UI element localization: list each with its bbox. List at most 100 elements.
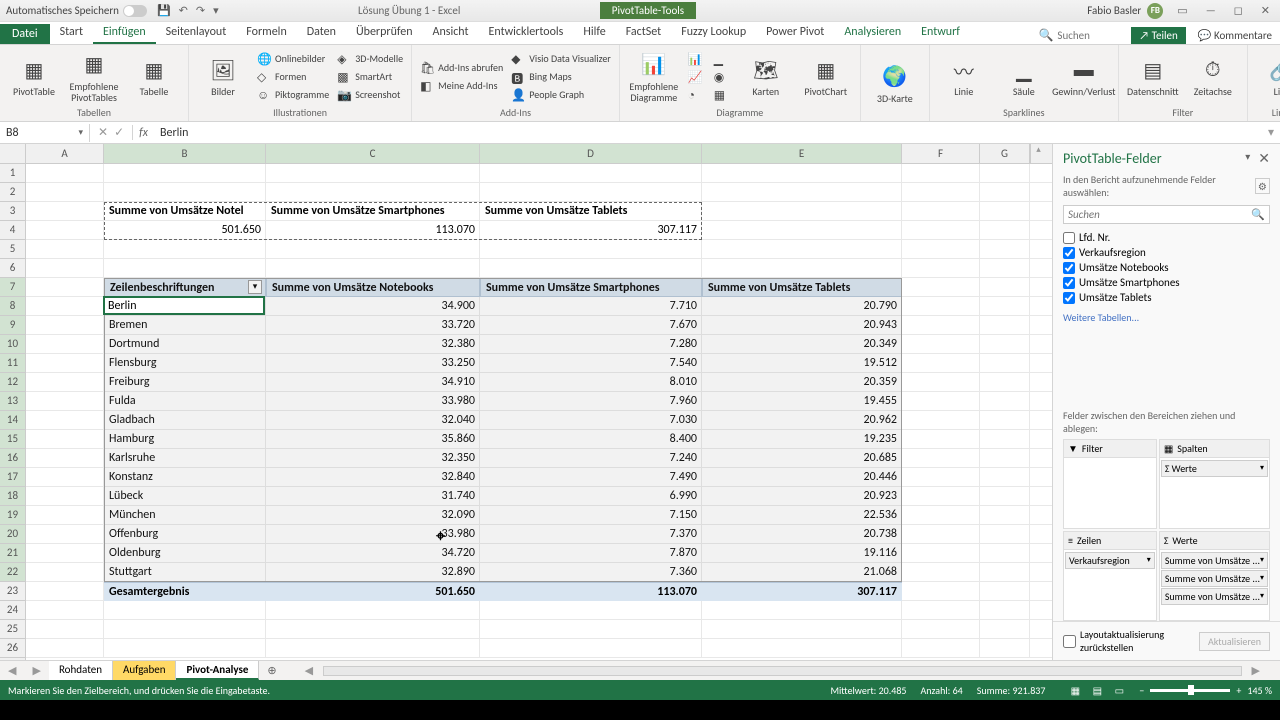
normal-view-icon[interactable]: ▦: [1065, 684, 1085, 697]
ribbon-link[interactable]: 🔗Link: [1254, 47, 1280, 106]
vscroll-up-icon[interactable]: ▴: [1030, 144, 1046, 163]
row-header-3[interactable]: 3: [0, 202, 25, 221]
row-header-17[interactable]: 17: [0, 468, 25, 487]
row-header-7[interactable]: 7: [0, 278, 25, 297]
field-lfd--nr-[interactable]: Lfd. Nr.: [1063, 230, 1270, 245]
row-header-1[interactable]: 1: [0, 164, 25, 183]
defer-checkbox[interactable]: [1063, 635, 1076, 648]
col-header-E[interactable]: E: [702, 144, 902, 163]
field-ums-tze-tablets[interactable]: Umsätze Tablets: [1063, 290, 1270, 305]
ribbon-chart[interactable]: ▦: [712, 87, 734, 103]
field-ums-tze-smartphones[interactable]: Umsätze Smartphones: [1063, 275, 1270, 290]
row-header-22[interactable]: 22: [0, 563, 25, 582]
row-header-4[interactable]: 4: [0, 221, 25, 240]
file-tab[interactable]: Datei: [0, 24, 50, 44]
area-item[interactable]: Summe von Umsätze ...▾: [1161, 588, 1268, 605]
scroll-right-icon[interactable]: ▶: [1252, 664, 1260, 677]
name-box[interactable]: B8▾: [0, 124, 90, 142]
row-header-5[interactable]: 5: [0, 240, 25, 259]
select-all-corner[interactable]: [0, 144, 26, 163]
tab-entwicklertools[interactable]: Entwicklertools: [479, 22, 574, 44]
row-header-23[interactable]: 23: [0, 582, 25, 601]
update-button[interactable]: Aktualisieren: [1199, 632, 1270, 651]
row-filter-dropdown[interactable]: ▾: [248, 280, 262, 294]
page-layout-icon[interactable]: ▤: [1087, 684, 1107, 697]
ribbon-add-ins-abrufen[interactable]: 🛍Add-Ins abrufen: [418, 60, 505, 76]
fx-icon[interactable]: fx: [133, 126, 154, 140]
ribbon-chart[interactable]: ◔: [686, 87, 708, 103]
field-search[interactable]: 🔍: [1063, 205, 1270, 224]
ribbon--d-modelle[interactable]: ◈3D-Modelle: [335, 51, 405, 67]
tab-formeln[interactable]: Formeln: [236, 22, 296, 44]
cancel-icon[interactable]: ✕: [98, 125, 108, 140]
ribbon-empfohlene-pivottables[interactable]: ▦Empfohlene PivotTables: [66, 47, 122, 106]
ribbon-smartart[interactable]: ▩SmartArt: [335, 69, 405, 85]
ribbon-s-ule[interactable]: ▁Säule: [996, 47, 1052, 106]
ribbon-formen[interactable]: ◇Formen: [255, 69, 331, 85]
area-item[interactable]: Verkaufsregion▾: [1065, 552, 1155, 569]
row-header-26[interactable]: 26: [0, 639, 25, 658]
ribbon-visio-data-visualizer[interactable]: ◆Visio Data Visualizer: [509, 51, 613, 67]
cells-area[interactable]: Summe von Umsätze NotelSumme von Umsätze…: [26, 164, 1052, 660]
gear-icon[interactable]: ⚙: [1255, 178, 1270, 194]
redo-icon[interactable]: ↷: [196, 4, 205, 17]
col-header-A[interactable]: A: [26, 144, 104, 163]
horizontal-scrollbar[interactable]: [323, 666, 1241, 676]
field-search-input[interactable]: [1068, 208, 1251, 221]
field-ums-tze-notebooks[interactable]: Umsätze Notebooks: [1063, 260, 1270, 275]
columns-area[interactable]: ▦Spalten Σ Werte▾: [1159, 439, 1270, 529]
ribbon-options-icon[interactable]: ▭: [1173, 4, 1191, 17]
minimize-icon[interactable]: —: [1202, 4, 1220, 17]
ribbon-pivottable[interactable]: ▦PivotTable: [6, 47, 62, 106]
ribbon-chart[interactable]: ◉: [712, 69, 734, 85]
row-header-14[interactable]: 14: [0, 411, 25, 430]
tab-ansicht[interactable]: Ansicht: [423, 22, 479, 44]
enter-icon[interactable]: ✓: [114, 125, 124, 140]
row-header-16[interactable]: 16: [0, 449, 25, 468]
tab-überprüfen[interactable]: Überprüfen: [346, 22, 423, 44]
ribbon-chart[interactable]: 📈: [686, 69, 708, 85]
ribbon-tabelle[interactable]: ▦Tabelle: [126, 47, 182, 106]
sheet-tab-pivot-analyse[interactable]: Pivot-Analyse: [176, 661, 259, 680]
tab-factset[interactable]: FactSet: [616, 22, 671, 44]
ribbon--d-karte[interactable]: 🌍3D-Karte: [867, 47, 923, 119]
filter-area[interactable]: ▼Filter: [1063, 439, 1157, 529]
row-header-11[interactable]: 11: [0, 354, 25, 373]
col-header-G[interactable]: G: [980, 144, 1030, 163]
values-area[interactable]: ΣWerte Summe von Umsätze ...▾Summe von U…: [1159, 531, 1270, 621]
more-tables-link[interactable]: Weitere Tabellen...: [1053, 309, 1280, 326]
ribbon-gewinn-verlust[interactable]: ▬Gewinn/Verlust: [1056, 47, 1112, 106]
ribbon-bing-maps[interactable]: 🅱Bing Maps: [509, 69, 613, 85]
share-button[interactable]: ↗ Teilen: [1131, 27, 1185, 44]
undo-icon[interactable]: ↶: [179, 4, 188, 17]
expand-formula-icon[interactable]: ▾: [1262, 125, 1280, 140]
ribbon-onlinebilder[interactable]: 🌐Onlinebilder: [255, 51, 331, 67]
tab-einfügen[interactable]: Einfügen: [93, 22, 156, 44]
ribbon-zeitachse[interactable]: ⏱Zeitachse: [1185, 47, 1241, 106]
ribbon-chart[interactable]: 📊: [686, 51, 708, 67]
ribbon-datenschnitt[interactable]: ▤Datenschnitt: [1125, 47, 1181, 106]
ribbon-bilder[interactable]: 🖼Bilder: [195, 47, 251, 106]
col-header-C[interactable]: C: [266, 144, 480, 163]
col-header-B[interactable]: B: [104, 144, 266, 163]
comments-button[interactable]: 💬 Kommentare: [1190, 27, 1280, 44]
rows-area[interactable]: ≡Zeilen Verkaufsregion▾: [1063, 531, 1157, 621]
tab-fuzzy lookup[interactable]: Fuzzy Lookup: [671, 22, 756, 44]
row-header-18[interactable]: 18: [0, 487, 25, 506]
ribbon-karten[interactable]: 🗺Karten: [738, 47, 794, 106]
view-buttons[interactable]: ▦ ▤ ▭: [1065, 684, 1129, 697]
row-header-12[interactable]: 12: [0, 373, 25, 392]
row-header-10[interactable]: 10: [0, 335, 25, 354]
zoom-in-icon[interactable]: +: [1236, 684, 1241, 697]
ribbon-chart[interactable]: ▁: [712, 51, 734, 67]
ribbon-piktogramme[interactable]: ☺Piktogramme: [255, 87, 331, 103]
ribbon-screenshot[interactable]: 📷Screenshot: [335, 87, 405, 103]
pane-close-icon[interactable]: ✕: [1258, 150, 1270, 167]
row-header-24[interactable]: 24: [0, 601, 25, 620]
close-icon[interactable]: ✕: [1257, 4, 1274, 17]
ribbon-linie[interactable]: 〰Linie: [936, 47, 992, 106]
ribbon-pivotchart[interactable]: ▦PivotChart: [798, 47, 854, 106]
tab-entwurf[interactable]: Entwurf: [911, 22, 970, 44]
add-sheet-icon[interactable]: ⊕: [259, 664, 284, 677]
maximize-icon[interactable]: ◻: [1230, 4, 1247, 17]
